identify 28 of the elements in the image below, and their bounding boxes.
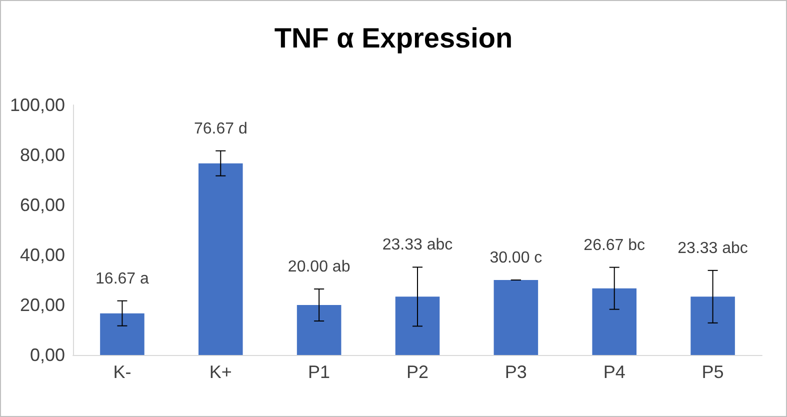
bar	[198, 163, 243, 355]
chart-title: TNF α Expression	[274, 22, 513, 54]
bar	[592, 288, 637, 355]
bar	[100, 313, 144, 355]
y-tick-label: 0,00	[30, 345, 65, 365]
x-tick-label: P5	[702, 362, 724, 382]
y-tick-label: 40,00	[20, 245, 65, 265]
data-label: 26.67 bc	[584, 236, 646, 254]
bar	[690, 296, 735, 355]
bar	[395, 296, 440, 355]
x-tick-label: P4	[603, 362, 626, 382]
x-tick-label: K-	[113, 362, 132, 382]
y-tick-label: 60,00	[20, 195, 65, 215]
x-tick-label: P3	[504, 362, 527, 382]
x-tick-label: P1	[308, 362, 330, 382]
data-label: 16.67 a	[96, 270, 150, 288]
bar	[296, 305, 342, 355]
x-tick-label: K+	[209, 362, 232, 382]
data-label: 23.33 abc	[678, 240, 748, 257]
x-tick-label: P2	[406, 362, 429, 382]
y-tick-label: 80,00	[20, 145, 65, 165]
data-label: 76.67 d	[194, 120, 248, 138]
bar	[494, 280, 538, 355]
data-label: 23.33 abc	[382, 236, 453, 254]
y-tick-label: 100,00	[10, 95, 65, 115]
data-label: 20.00 ab	[288, 258, 350, 276]
y-tick-label: 20,00	[20, 295, 65, 315]
data-label: 30.00 c	[490, 250, 542, 266]
